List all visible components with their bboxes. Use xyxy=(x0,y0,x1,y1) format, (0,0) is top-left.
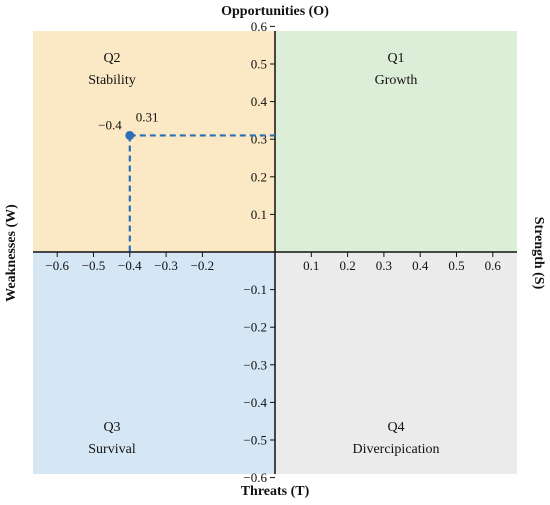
y-tick-label: −0.1 xyxy=(243,282,267,297)
y-tick-label: 0.1 xyxy=(251,207,267,222)
x-tick-label: 0.4 xyxy=(412,258,429,273)
y-tick-label: −0.3 xyxy=(243,357,267,372)
y-tick-label: 0.3 xyxy=(251,132,267,147)
quadrant-q3-name-label: Survival xyxy=(88,442,136,457)
y-tick-label: −0.2 xyxy=(243,320,267,335)
point-x-value-label: −0.4 xyxy=(98,117,122,132)
y-tick-label: −0.5 xyxy=(243,433,267,448)
y-tick-label: 0.5 xyxy=(251,57,267,72)
quadrant-q2-id-label: Q2 xyxy=(103,51,120,66)
y-tick-label: 0.6 xyxy=(251,19,268,34)
quadrant-q1-id-label: Q1 xyxy=(387,51,404,66)
point-y-value-label: 0.31 xyxy=(136,109,159,124)
quadrant-q1-name-label: Growth xyxy=(375,73,418,88)
y-axis-positive-title: Opportunities (O) xyxy=(221,4,329,19)
x-tick-label: −0.4 xyxy=(118,258,142,273)
quadrant-q3-area xyxy=(33,252,275,474)
y-tick-label: −0.4 xyxy=(243,395,267,410)
quadrant-q2-name-label: Stability xyxy=(88,73,135,88)
x-tick-label: −0.3 xyxy=(154,258,178,273)
y-axis-negative-title: Threats (T) xyxy=(240,484,310,499)
quadrant-q4-area xyxy=(275,252,517,474)
x-tick-label: −0.6 xyxy=(45,258,69,273)
x-tick-label: 0.5 xyxy=(448,258,464,273)
quadrant-q2-area xyxy=(33,31,275,252)
x-tick-label: 0.6 xyxy=(485,258,502,273)
y-tick-label: 0.2 xyxy=(251,169,267,184)
x-tick-label: 0.1 xyxy=(303,258,319,273)
x-tick-label: 0.3 xyxy=(376,258,392,273)
quadrant-q3-id-label: Q3 xyxy=(103,420,120,435)
y-tick-label: 0.4 xyxy=(251,94,268,109)
data-point xyxy=(125,130,135,140)
quadrant-q4-name-label: Divercipication xyxy=(352,442,439,457)
x-tick-label: −0.5 xyxy=(82,258,106,273)
quadrant-q4-id-label: Q4 xyxy=(387,420,404,435)
quadrant-q1-area xyxy=(275,31,517,252)
x-tick-label: −0.2 xyxy=(191,258,215,273)
x-tick-label: 0.2 xyxy=(339,258,355,273)
y-tick-label: −0.6 xyxy=(243,470,267,485)
